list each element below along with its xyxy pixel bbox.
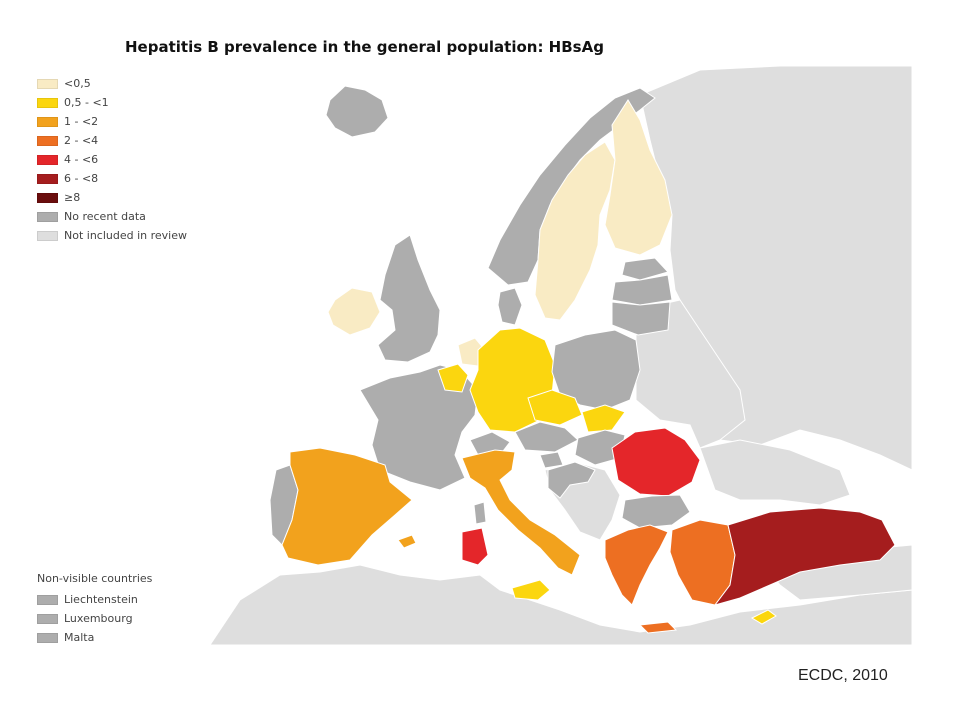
legend-swatch: [37, 211, 58, 222]
country-turkey-east: [713, 507, 896, 606]
legend-swatch: [37, 173, 58, 184]
legend-item: 1 - <2: [37, 112, 187, 131]
country-balearic: [397, 534, 417, 549]
country-denmark: [497, 287, 523, 326]
non-visible-countries: Non-visible countries Liechtenstein Luxe…: [37, 572, 152, 647]
country-spain: [281, 447, 413, 566]
country-estonia: [621, 257, 669, 281]
legend-swatch: [37, 116, 58, 127]
country-italy: [461, 449, 581, 576]
legend-swatch: [37, 192, 58, 203]
country-sweden: [534, 141, 616, 321]
legend-item: No recent data: [37, 207, 187, 226]
non-visible-label: Luxembourg: [64, 612, 133, 625]
map-title: Hepatitis B prevalence in the general po…: [125, 38, 604, 56]
country-sardinia: [461, 527, 489, 566]
legend-item: Not included in review: [37, 226, 187, 245]
region-north-africa: [209, 564, 913, 646]
legend-label: 4 - <6: [64, 153, 99, 166]
legend-item: 0,5 - <1: [37, 93, 187, 112]
legend-swatch: [37, 97, 58, 108]
non-visible-item: Malta: [37, 628, 152, 647]
non-visible-label: Malta: [64, 631, 95, 644]
legend-item: <0,5: [37, 74, 187, 93]
legend-label: Not included in review: [64, 229, 188, 242]
non-visible-label: Liechtenstein: [64, 593, 138, 606]
country-sicily: [511, 579, 551, 601]
legend-label: <0,5: [64, 77, 91, 90]
legend-swatch: [37, 594, 58, 605]
legend-item: 4 - <6: [37, 150, 187, 169]
country-greece: [604, 524, 669, 606]
country-croatia: [547, 461, 596, 499]
country-romania: [611, 427, 701, 497]
country-latvia: [611, 274, 673, 306]
legend-item: ≥8: [37, 188, 187, 207]
country-belgium: [437, 363, 469, 393]
country-lithuania: [611, 301, 671, 336]
legend: <0,5 0,5 - <1 1 - <2 2 - <4 4 - <6 6 - <…: [37, 74, 187, 245]
legend-swatch: [37, 613, 58, 624]
country-corsica: [473, 501, 487, 525]
legend-label: No recent data: [64, 210, 146, 223]
country-slovenia: [539, 451, 564, 469]
legend-swatch: [37, 78, 58, 89]
country-cyprus: [750, 609, 777, 625]
legend-label: 0,5 - <1: [64, 96, 109, 109]
country-czech: [527, 389, 583, 426]
legend-label: ≥8: [64, 191, 81, 204]
country-france: [359, 364, 479, 491]
legend-label: 1 - <2: [64, 115, 99, 128]
legend-swatch: [37, 135, 58, 146]
legend-swatch: [37, 154, 58, 165]
country-bulgaria: [621, 494, 691, 529]
country-crete: [638, 621, 678, 634]
country-iceland: [325, 85, 389, 138]
legend-swatch: [37, 230, 58, 241]
country-uk: [377, 234, 441, 363]
legend-item: 2 - <4: [37, 131, 187, 150]
country-ireland: [327, 287, 381, 336]
country-switzerland: [469, 431, 511, 456]
legend-item: 6 - <8: [37, 169, 187, 188]
region-ukraine: [635, 299, 746, 449]
source-credit: ECDC, 2010: [798, 667, 888, 684]
non-visible-item: Luxembourg: [37, 609, 152, 628]
country-finland: [604, 99, 673, 256]
legend-label: 6 - <8: [64, 172, 99, 185]
non-visible-title: Non-visible countries: [37, 572, 153, 585]
region-black-sea-north: [699, 439, 851, 506]
country-poland: [551, 329, 641, 411]
non-visible-item: Liechtenstein: [37, 590, 152, 609]
legend-swatch: [37, 632, 58, 643]
legend-label: 2 - <4: [64, 134, 99, 147]
country-slovakia: [581, 404, 626, 433]
